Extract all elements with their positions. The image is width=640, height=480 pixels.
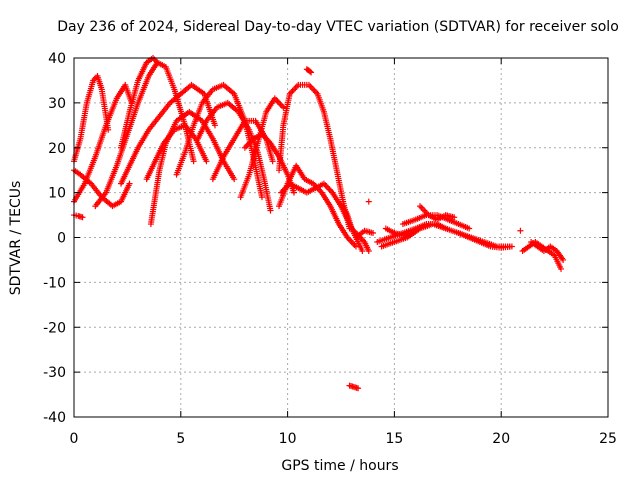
y-tick-label: 0 — [57, 231, 66, 247]
data-point — [517, 227, 524, 234]
data-point — [365, 247, 372, 254]
series-arc-28 — [455, 230, 515, 251]
data-point — [365, 198, 372, 205]
data-point — [417, 203, 424, 210]
data-point — [291, 86, 298, 93]
y-tick-label: 10 — [48, 186, 66, 202]
data-point — [347, 237, 354, 244]
x-axis-label: GPS time / hours — [281, 458, 398, 474]
data-point — [352, 243, 359, 250]
data-point — [326, 186, 333, 193]
data-point — [190, 158, 197, 165]
series-arc-27 — [382, 225, 415, 239]
data-point — [466, 225, 473, 232]
data-point — [289, 87, 296, 94]
y-tick-label: -20 — [43, 320, 66, 336]
data-point — [154, 59, 161, 66]
data-point — [276, 99, 283, 106]
data-point — [311, 87, 318, 94]
y-tick-label: 40 — [48, 51, 66, 67]
data-point — [451, 214, 458, 221]
data-point — [325, 185, 332, 192]
data-point — [310, 86, 317, 93]
grid-lines — [74, 58, 608, 417]
x-tick-label: 0 — [70, 431, 79, 447]
data-point — [293, 83, 300, 90]
series-arc-21 — [365, 198, 372, 205]
data-point — [370, 230, 377, 237]
axis-ticks: 0 5 10 15 20 25 -40 -30 -20 -10 0 10 20 30 40 — [43, 51, 617, 447]
data-point — [308, 69, 315, 76]
x-tick-label: 10 — [279, 431, 297, 447]
data-point — [508, 243, 515, 250]
data-point — [560, 256, 567, 263]
series-arc-6 — [117, 55, 161, 151]
data-point — [308, 84, 315, 91]
series-arc-2 — [71, 167, 133, 210]
data-point — [269, 158, 276, 165]
data-point — [292, 84, 299, 91]
data-point — [307, 83, 314, 90]
data-point — [419, 206, 426, 213]
series-arc-11 — [209, 117, 276, 183]
data-point — [408, 230, 415, 237]
data-points — [71, 55, 567, 392]
series-arc-29 — [517, 227, 524, 234]
series-arc-19 — [340, 203, 372, 254]
data-point — [267, 207, 274, 214]
y-axis-label: SDTVAR / TECUs — [8, 181, 24, 296]
data-point — [348, 238, 355, 245]
series-arc-18 — [303, 66, 315, 76]
data-point — [307, 68, 314, 75]
y-tick-label: -10 — [43, 275, 66, 291]
series-arc-1 — [71, 72, 112, 165]
data-point — [241, 144, 248, 151]
x-tick-label: 25 — [599, 431, 617, 447]
series-arc-26 — [417, 203, 458, 223]
data-point — [211, 122, 218, 129]
data-point — [126, 180, 133, 187]
data-point — [558, 265, 565, 272]
series-arc-8 — [117, 81, 218, 187]
series-arc-10 — [173, 81, 265, 201]
data-point — [322, 182, 329, 189]
data-point — [291, 189, 298, 196]
series-arc-31 — [528, 238, 567, 263]
data-point — [274, 98, 281, 105]
y-tick-label: -40 — [43, 410, 66, 426]
series-arc-7 — [147, 108, 238, 228]
x-tick-label: 15 — [385, 431, 403, 447]
y-tick-label: 20 — [48, 141, 66, 157]
series-arc-17 — [276, 81, 353, 232]
data-point — [231, 176, 238, 183]
data-point — [277, 101, 284, 108]
series-arc-3 — [71, 212, 86, 221]
chart-title: Day 236 of 2024, Sidereal Day-to-day VTE… — [57, 19, 619, 35]
data-point — [203, 158, 210, 165]
x-tick-label: 20 — [492, 431, 510, 447]
series-arc-22 — [346, 382, 362, 392]
data-point — [355, 385, 362, 392]
data-point — [418, 204, 425, 211]
data-point — [79, 214, 86, 221]
data-point — [422, 209, 429, 216]
series-arc-20 — [352, 227, 377, 241]
y-tick-label: -30 — [43, 365, 66, 381]
data-point — [359, 247, 366, 254]
data-point — [258, 194, 265, 201]
x-tick-label: 5 — [176, 431, 185, 447]
data-point — [280, 104, 287, 111]
y-tick-label: 30 — [48, 96, 66, 112]
